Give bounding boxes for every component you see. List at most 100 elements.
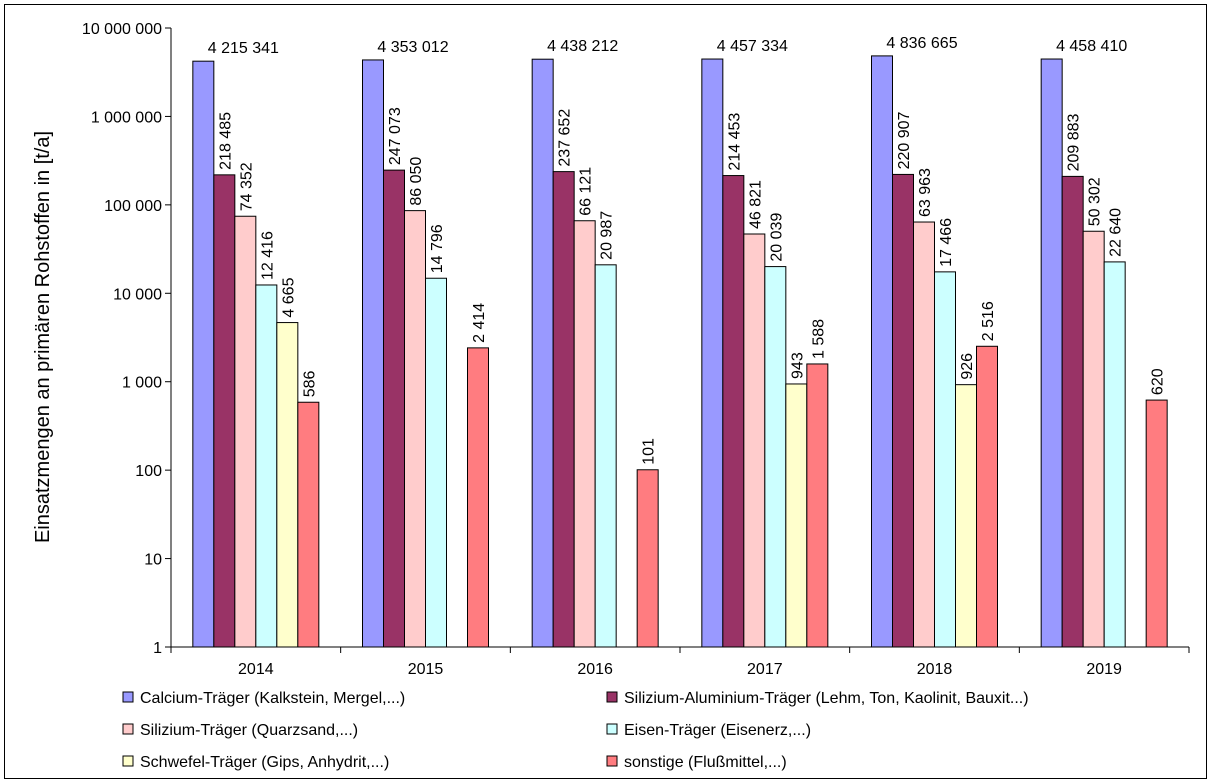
bar <box>1103 261 1126 648</box>
bar <box>806 363 829 648</box>
data-label: 4 836 665 <box>886 35 957 52</box>
bar <box>531 58 554 648</box>
data-label: 620 <box>1150 368 1167 395</box>
data-label: 50 302 <box>1087 177 1104 226</box>
data-label: 14 796 <box>429 224 446 273</box>
bar <box>594 264 617 648</box>
bar <box>573 220 596 648</box>
data-label: 926 <box>959 353 976 380</box>
data-label: 4 665 <box>280 277 297 317</box>
data-label: 4 215 341 <box>208 40 279 57</box>
y-tick-label: 1 000 000 <box>91 109 162 126</box>
bar <box>743 233 766 648</box>
data-label: 4 353 012 <box>377 39 448 56</box>
bar <box>467 347 489 648</box>
data-label: 943 <box>789 352 806 379</box>
chart-frame: 1 10 100 1 000 10 000 100 000 1 000 000 10 000 … <box>4 4 1207 779</box>
data-label: 101 <box>641 438 658 465</box>
bar <box>404 210 426 648</box>
bar <box>722 175 745 648</box>
x-category-label: 2018 <box>917 661 953 678</box>
data-label: 1 588 <box>810 319 827 359</box>
bar <box>425 277 447 648</box>
legend-swatch <box>606 691 618 703</box>
data-label: 86 050 <box>408 157 425 206</box>
data-label: 20 039 <box>768 213 785 262</box>
y-tick-label: 10 <box>144 552 162 569</box>
bar <box>383 169 405 648</box>
legend: Calcium-Träger (Kalkstein, Mergel,...) Si… <box>122 690 1029 771</box>
data-label: 46 821 <box>747 180 764 229</box>
legend-swatch <box>606 755 618 767</box>
data-label: 12 416 <box>259 231 276 280</box>
data-label: 586 <box>301 370 318 397</box>
bar <box>701 58 724 648</box>
legend-swatch <box>122 723 134 735</box>
bar <box>255 284 278 648</box>
data-label: 22 640 <box>1108 208 1125 257</box>
y-tick-label: 10 000 000 <box>82 21 162 38</box>
x-category-label: 2014 <box>238 661 274 678</box>
legend-swatch <box>122 755 134 767</box>
data-label: 4 457 334 <box>717 38 788 55</box>
bar <box>955 384 977 648</box>
data-label: 17 466 <box>938 218 955 267</box>
bar <box>1145 399 1168 648</box>
y-tick-label: 1 000 <box>122 375 162 392</box>
data-label: 220 907 <box>896 111 913 169</box>
y-tick-label: 100 000 <box>104 198 162 215</box>
data-label: 214 453 <box>726 113 743 171</box>
bar <box>892 173 914 648</box>
data-label: 4 438 212 <box>547 38 618 55</box>
y-tick-label: 100 <box>135 463 162 480</box>
data-label: 218 485 <box>217 112 234 170</box>
bar <box>552 171 575 648</box>
bar <box>764 266 787 648</box>
bar <box>934 271 956 648</box>
y-ticks: 1 10 100 1 000 10 000 100 000 1 000 000 10 000 … <box>82 21 171 657</box>
x-category-label: 2016 <box>577 661 613 678</box>
data-label: 63 963 <box>917 168 934 217</box>
x-ticks: 2014 2015 2016 2017 2018 2019 <box>170 647 1190 678</box>
data-label: 2 414 <box>471 303 488 343</box>
bar <box>213 174 236 648</box>
data-label: 247 073 <box>387 107 404 165</box>
chart-svg: 1 10 100 1 000 10 000 100 000 1 000 000 10 000 … <box>32 21 1190 771</box>
legend-swatch <box>606 723 618 735</box>
data-label: 2 516 <box>980 301 997 341</box>
data-label: 4 458 410 <box>1056 38 1127 55</box>
bar <box>192 60 215 648</box>
legend-label: Eisen-Träger (Eisenerz,...) <box>624 722 811 739</box>
data-label: 20 987 <box>599 211 616 260</box>
legend-swatch <box>122 691 134 703</box>
bar <box>636 469 659 648</box>
legend-label: Schwefel-Träger (Gips, Anhydrit,...) <box>140 754 389 771</box>
data-label: 74 352 <box>238 162 255 211</box>
bar <box>234 215 257 648</box>
bar <box>1040 58 1063 648</box>
y-axis-title: Einsatzmengen an primären Rohstoffen in … <box>32 131 54 543</box>
bar <box>871 55 893 648</box>
legend-label: Silizium-Träger (Quarzsand,...) <box>140 722 358 739</box>
x-category-label: 2015 <box>408 661 444 678</box>
bars <box>192 55 1168 648</box>
data-label: 66 121 <box>578 167 595 216</box>
bar <box>1082 230 1105 648</box>
x-category-label: 2017 <box>747 661 783 678</box>
bar <box>785 383 808 648</box>
bar <box>1061 175 1084 648</box>
x-category-label: 2019 <box>1086 661 1122 678</box>
y-tick-label: 10 000 <box>113 286 162 303</box>
y-tick-label: 1 <box>153 640 162 657</box>
legend-label: sonstige (Flußmittel,...) <box>624 754 787 771</box>
bar <box>913 221 935 648</box>
bar <box>362 59 384 648</box>
bar <box>297 401 320 648</box>
legend-label: Silizium-Aluminium-Träger (Lehm, Ton, Ka… <box>624 690 1029 707</box>
data-label: 209 883 <box>1066 113 1083 171</box>
bar <box>976 345 998 648</box>
legend-label: Calcium-Träger (Kalkstein, Mergel,...) <box>140 690 405 707</box>
data-label: 237 652 <box>557 109 574 167</box>
bar <box>276 322 299 648</box>
